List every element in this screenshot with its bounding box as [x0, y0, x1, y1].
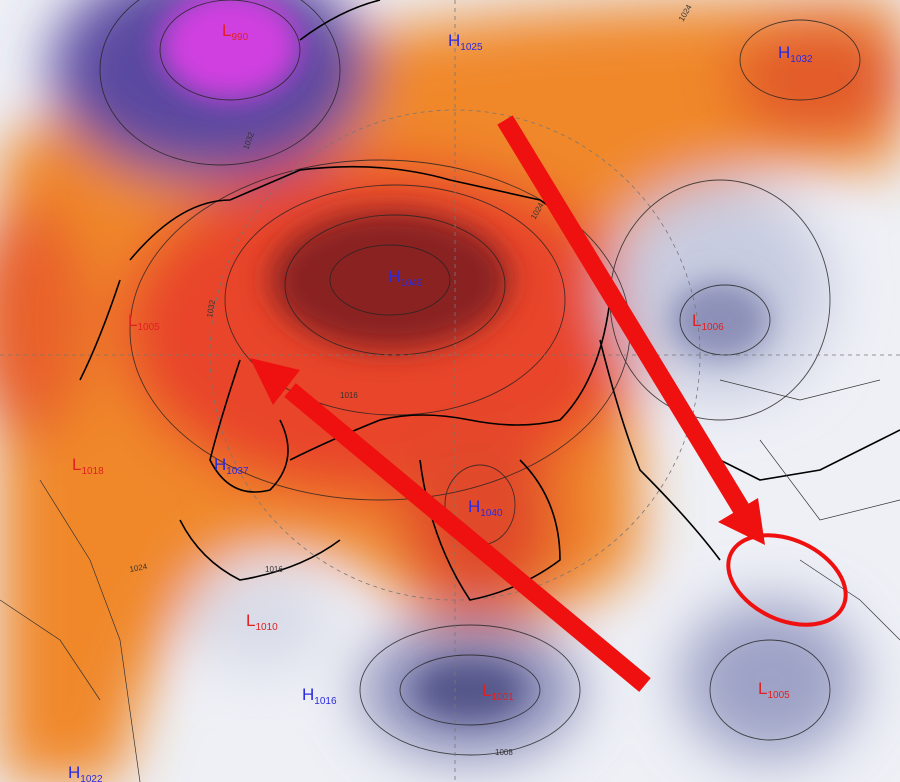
- center-letter: L: [246, 611, 255, 630]
- annotations: [250, 115, 848, 692]
- center-letter: H: [388, 267, 400, 286]
- center-value: 1037: [226, 466, 249, 477]
- center-value: 1022: [80, 774, 103, 782]
- isobar-label: 1016: [265, 565, 283, 574]
- center-value: 1032: [790, 54, 813, 65]
- pressure-center: L990: [222, 21, 249, 43]
- center-value: 1049: [400, 278, 423, 289]
- center-value: 1001: [491, 692, 514, 703]
- center-letter: H: [778, 43, 790, 62]
- center-letter: L: [758, 679, 767, 698]
- center-letter: L: [482, 681, 491, 700]
- pressure-center: H1037: [214, 455, 249, 477]
- isobar-label: 1024: [129, 562, 149, 574]
- center-value: 1040: [480, 508, 503, 519]
- isobar-label: 1008: [495, 748, 513, 757]
- pressure-center: H1016: [302, 685, 337, 707]
- center-value: 1006: [701, 322, 724, 333]
- pressure-center: L1005: [128, 311, 160, 333]
- pressure-center: H1049: [388, 267, 423, 289]
- center-value: 1005: [767, 690, 790, 701]
- isobar-label: 1016: [340, 391, 358, 400]
- pressure-center: L1001: [482, 681, 514, 703]
- center-value: 1025: [460, 42, 483, 53]
- center-letter: L: [222, 21, 231, 40]
- pressure-center: H1032: [778, 43, 813, 65]
- pressure-center: L1005: [758, 679, 790, 701]
- center-letter: L: [692, 311, 701, 330]
- political-borders: [0, 379, 900, 782]
- center-letter: H: [448, 31, 460, 50]
- coastlines: [79, 0, 900, 601]
- pressure-center: L1018: [72, 455, 104, 477]
- pressure-center: L1010: [246, 611, 278, 633]
- center-value: 1005: [137, 322, 160, 333]
- center-value: 1018: [81, 466, 104, 477]
- pressure-center: H1022: [68, 763, 103, 782]
- center-value: 1016: [314, 696, 337, 707]
- center-letter: L: [72, 455, 81, 474]
- center-value: 990: [231, 32, 248, 43]
- pressure-center: H1040: [468, 497, 503, 519]
- center-letter: H: [468, 497, 480, 516]
- center-letter: H: [68, 763, 80, 782]
- pressure-center: H1025: [448, 31, 483, 53]
- center-letter: H: [302, 685, 314, 704]
- center-letter: H: [214, 455, 226, 474]
- isobars: [99, 0, 861, 756]
- center-value: 1010: [255, 622, 278, 633]
- center-letter: L: [128, 311, 137, 330]
- pressure-center: L1006: [692, 311, 724, 333]
- isobar-label: 1032: [205, 299, 217, 319]
